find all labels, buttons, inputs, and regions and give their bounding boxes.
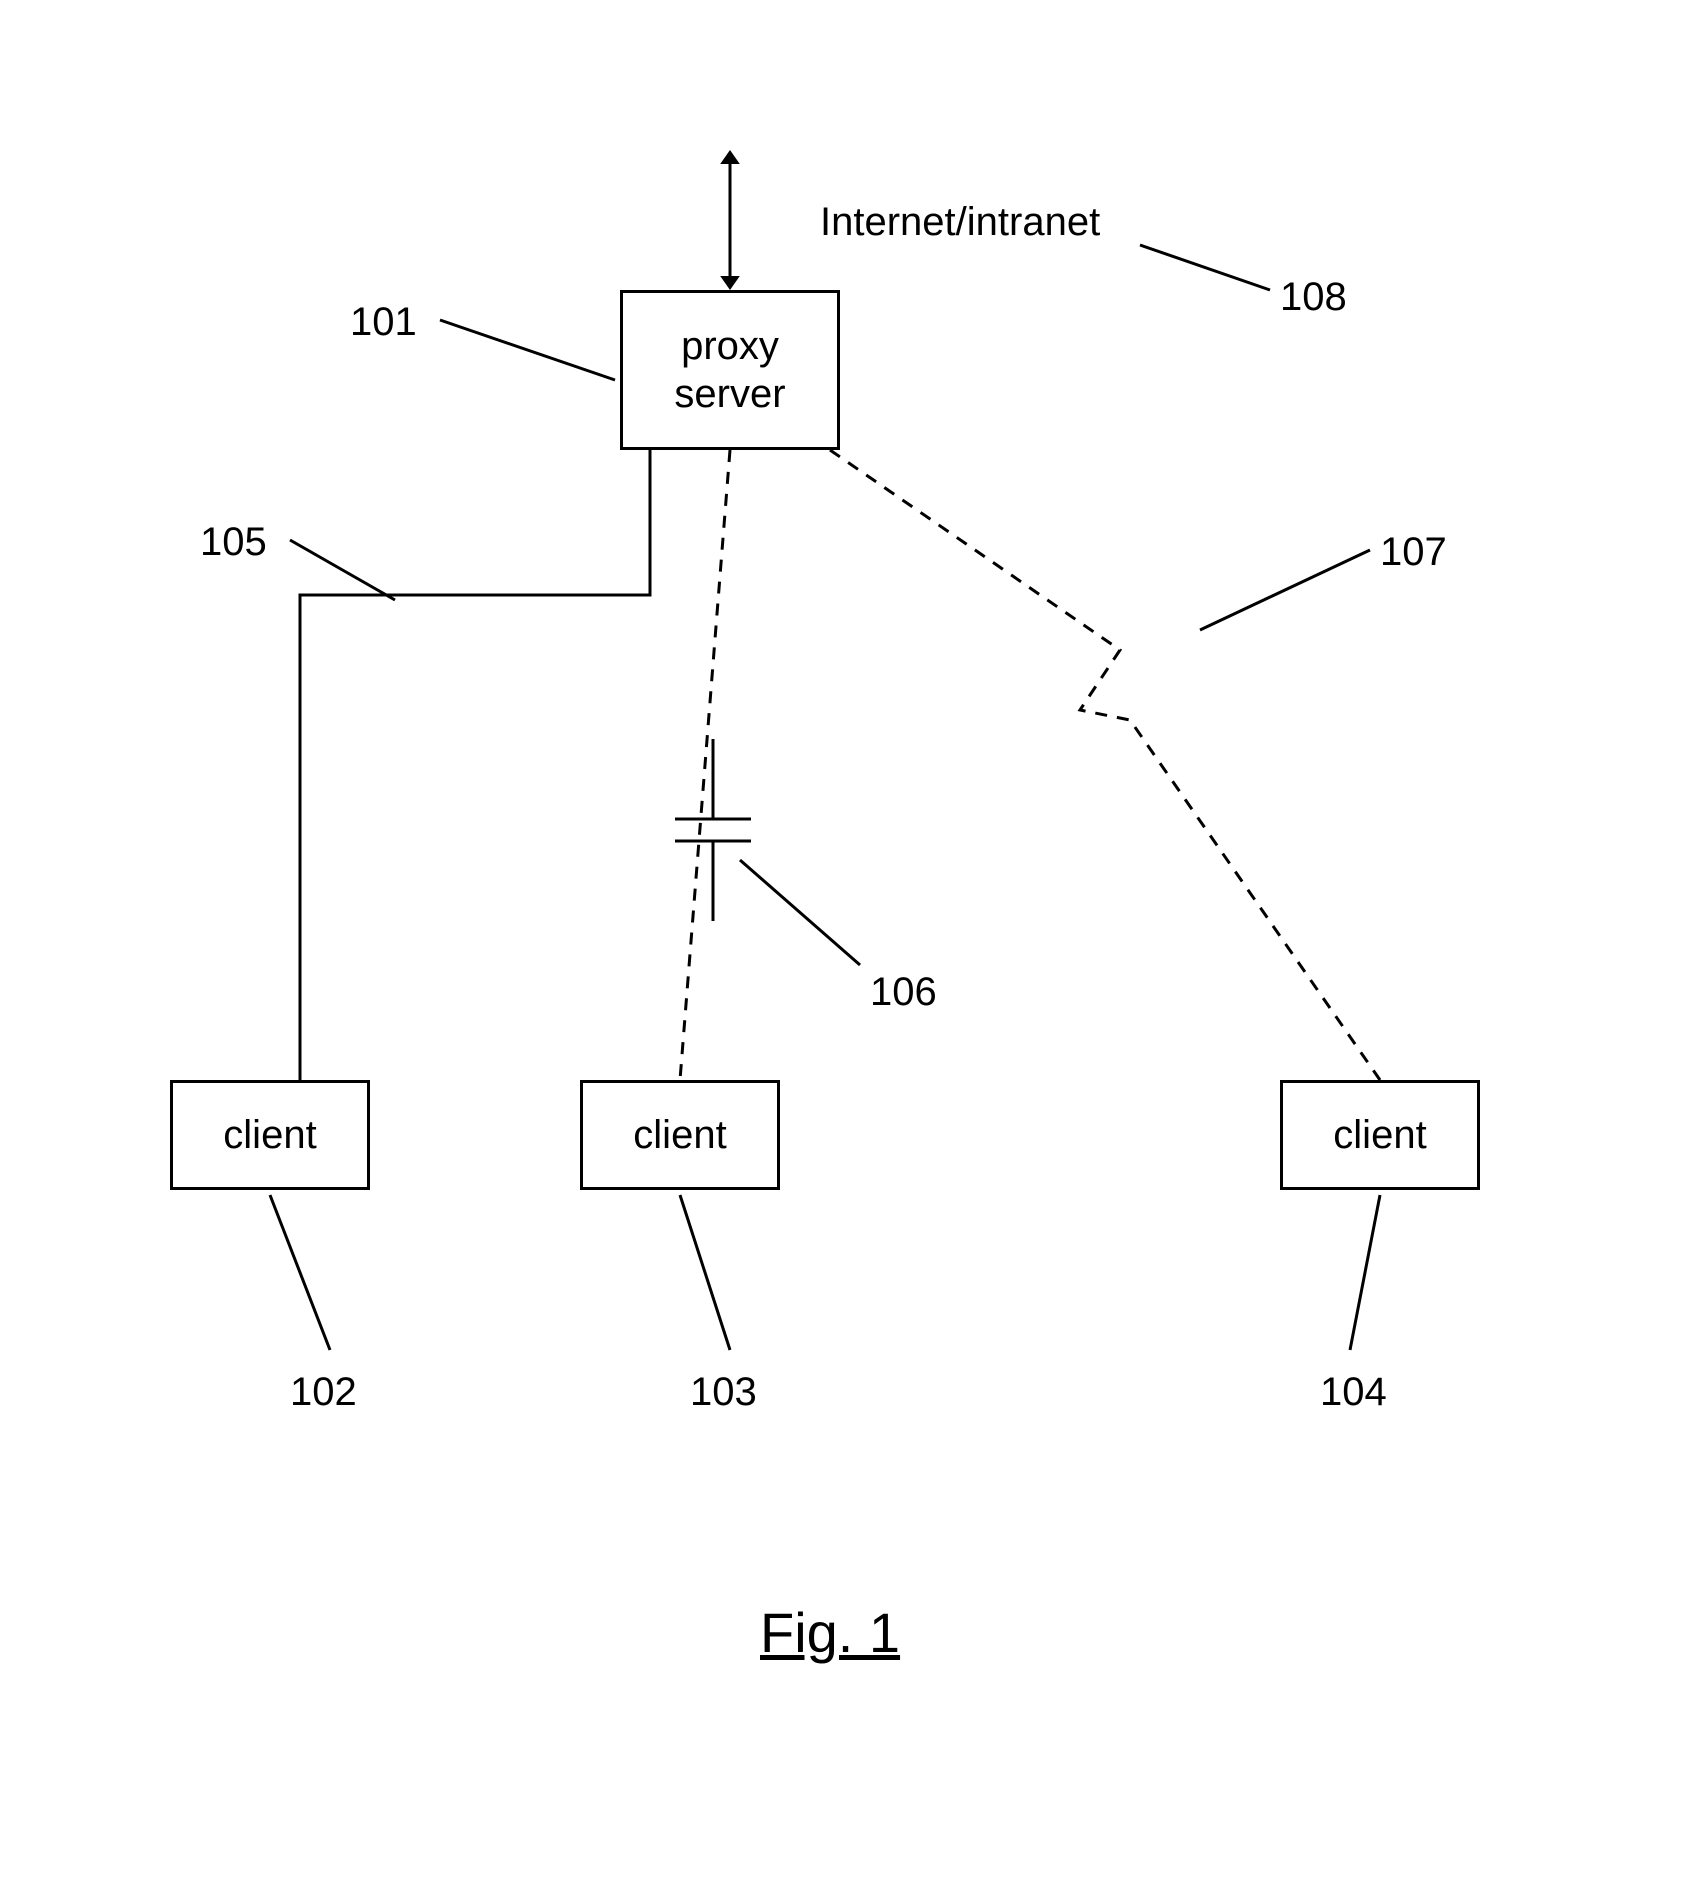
ref-label-108: 108 (1280, 275, 1347, 320)
figure-caption: Fig. 1 (760, 1600, 900, 1665)
proxy-server-label: proxyserver (674, 322, 785, 418)
client-2-label: client (633, 1113, 726, 1158)
ref-label-107: 107 (1380, 530, 1447, 575)
ref-label-105: 105 (200, 520, 267, 565)
connector-layer (0, 0, 1694, 1881)
ref-label-101: 101 (350, 300, 417, 345)
client-node-1: client (170, 1080, 370, 1190)
client-node-2: client (580, 1080, 780, 1190)
client-node-3: client (1280, 1080, 1480, 1190)
proxy-server-node: proxyserver (620, 290, 840, 450)
client-1-label: client (223, 1113, 316, 1158)
ref-label-106: 106 (870, 970, 937, 1015)
ref-label-102: 102 (290, 1370, 357, 1415)
ref-label-104: 104 (1320, 1370, 1387, 1415)
internet-label: Internet/intranet (820, 200, 1100, 245)
diagram-canvas: proxyserver client client client Interne… (0, 0, 1694, 1881)
client-3-label: client (1333, 1113, 1426, 1158)
ref-label-103: 103 (690, 1370, 757, 1415)
